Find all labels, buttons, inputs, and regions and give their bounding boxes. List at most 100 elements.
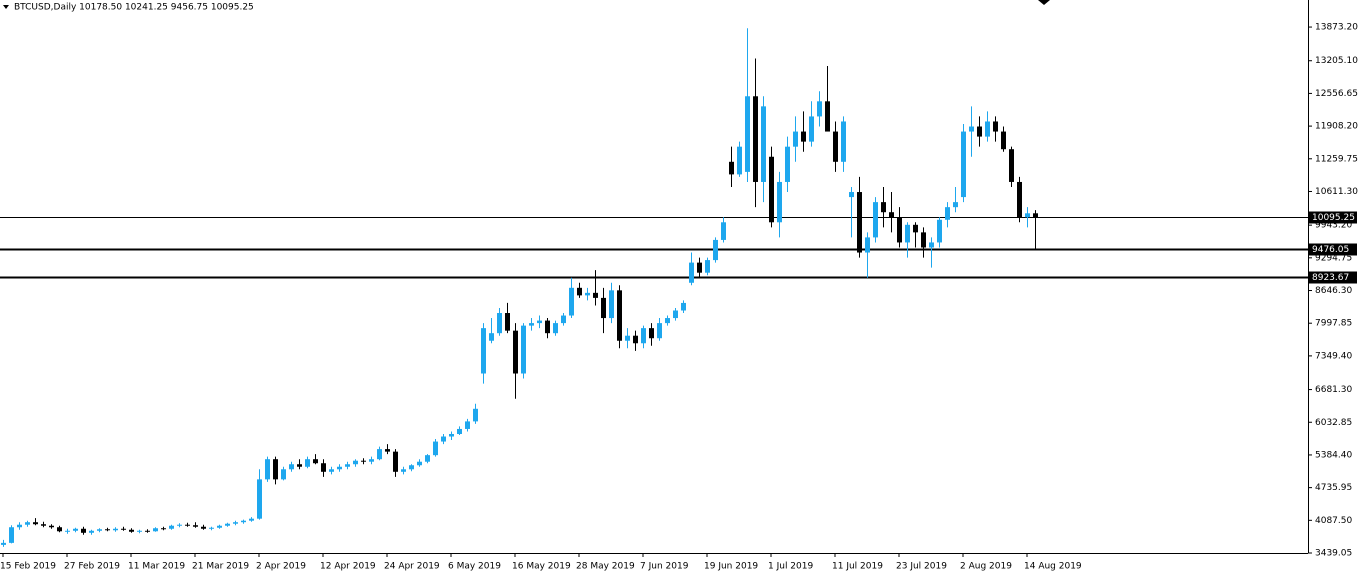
candle-body — [865, 237, 870, 253]
x-tick-label: 28 May 2019 — [576, 562, 635, 572]
candle-body — [65, 530, 70, 532]
candle-body — [257, 479, 262, 519]
x-tick-label: 27 Feb 2019 — [64, 562, 120, 572]
x-tick-label: 16 May 2019 — [512, 562, 571, 572]
candle-body — [537, 320, 542, 324]
candle-body — [409, 465, 414, 470]
y-tick-label: 7997.85 — [1315, 319, 1352, 329]
candle-body — [721, 222, 726, 240]
candle-body — [769, 156, 774, 223]
candle-body — [377, 449, 382, 460]
candle-body — [633, 335, 638, 344]
candle-body — [489, 333, 494, 341]
candle-body — [833, 131, 838, 162]
candle-body — [689, 262, 694, 283]
y-tick-label: 13873.20 — [1315, 23, 1358, 33]
candle-body — [505, 313, 510, 331]
y-tick-label: 3439.05 — [1315, 549, 1352, 559]
candle-body — [857, 192, 862, 253]
candle-body — [817, 101, 822, 117]
candle-body — [25, 522, 30, 525]
chart-title: BTCUSD,Daily 10178.50 10241.25 9456.75 1… — [14, 3, 254, 13]
candle-body — [1017, 181, 1022, 218]
candle-body — [193, 525, 198, 527]
candle-body — [177, 524, 182, 526]
candle-body — [961, 131, 966, 198]
candle-body — [321, 463, 326, 472]
candle-body — [185, 524, 190, 526]
candle-body — [913, 224, 918, 233]
candle-body — [457, 428, 462, 434]
candle-body — [361, 460, 366, 462]
candle-body — [1025, 213, 1030, 218]
candle-body — [1, 542, 6, 545]
candle-body — [161, 528, 166, 530]
menu-arrow[interactable] — [3, 5, 9, 9]
candle-body — [737, 146, 742, 175]
candle-body — [385, 449, 390, 452]
candle-body — [785, 146, 790, 182]
candle-body — [881, 202, 886, 213]
candle-body — [137, 530, 142, 532]
candle-body — [969, 126, 974, 132]
candle-body — [569, 287, 574, 316]
candle-body — [777, 181, 782, 223]
y-tick-label: 13205.10 — [1315, 56, 1358, 66]
candle-body — [273, 459, 278, 480]
x-tick-label: 2 Apr 2019 — [256, 562, 306, 572]
candle-body — [617, 290, 622, 341]
candle-body — [209, 527, 214, 529]
candle-body — [873, 202, 878, 238]
candle-body — [673, 310, 678, 319]
y-tick-label: 9294.75 — [1315, 253, 1352, 263]
candle-body — [313, 459, 318, 464]
candle-body — [153, 528, 158, 532]
level-line-label: 8923.67 — [1312, 273, 1349, 283]
candle-body — [33, 522, 38, 525]
y-tick-label: 7349.40 — [1315, 351, 1352, 361]
candle-body — [225, 523, 230, 526]
candle-body — [953, 202, 958, 208]
candle-body — [433, 441, 438, 456]
candle-body — [473, 408, 478, 422]
candle-body — [929, 242, 934, 248]
candle-body — [609, 290, 614, 319]
candle-body — [417, 461, 422, 466]
candle-body — [849, 192, 854, 198]
x-tick-label: 12 Apr 2019 — [320, 562, 376, 572]
candle-body — [713, 239, 718, 261]
candle-body — [121, 528, 126, 530]
x-tick-label: 15 Feb 2019 — [0, 562, 56, 572]
x-tick-label: 7 Jun 2019 — [640, 562, 689, 572]
candle-body — [889, 212, 894, 218]
y-tick-label: 4087.50 — [1315, 516, 1352, 526]
candle-body — [793, 131, 798, 147]
candle-body — [745, 96, 750, 172]
candle-body — [897, 217, 902, 243]
candle-body — [329, 469, 334, 472]
x-tick-label: 19 Jun 2019 — [704, 562, 758, 572]
candle-body — [657, 323, 662, 339]
y-tick-label: 6032.85 — [1315, 418, 1352, 428]
candle-body — [145, 530, 150, 532]
candle-body — [49, 525, 54, 528]
y-tick-label: 11908.20 — [1315, 122, 1358, 132]
candle-body — [97, 529, 102, 531]
candle-body — [993, 121, 998, 132]
candle-body — [337, 466, 342, 470]
y-tick-label: 4735.95 — [1315, 483, 1352, 493]
x-tick-label: 14 Aug 2019 — [1024, 562, 1082, 572]
candle-body — [1001, 131, 1006, 150]
candle-body — [41, 524, 46, 526]
candle-body — [809, 116, 814, 142]
candle-body — [521, 325, 526, 374]
candle-body — [265, 459, 270, 480]
y-tick-label: 5384.40 — [1315, 450, 1352, 460]
candle-body — [1009, 149, 1014, 182]
candle-body — [393, 451, 398, 472]
x-tick-label: 23 Jul 2019 — [896, 562, 947, 572]
y-tick-label: 9943.20 — [1315, 221, 1352, 231]
candle-body — [425, 455, 430, 462]
candle-body — [297, 464, 302, 467]
